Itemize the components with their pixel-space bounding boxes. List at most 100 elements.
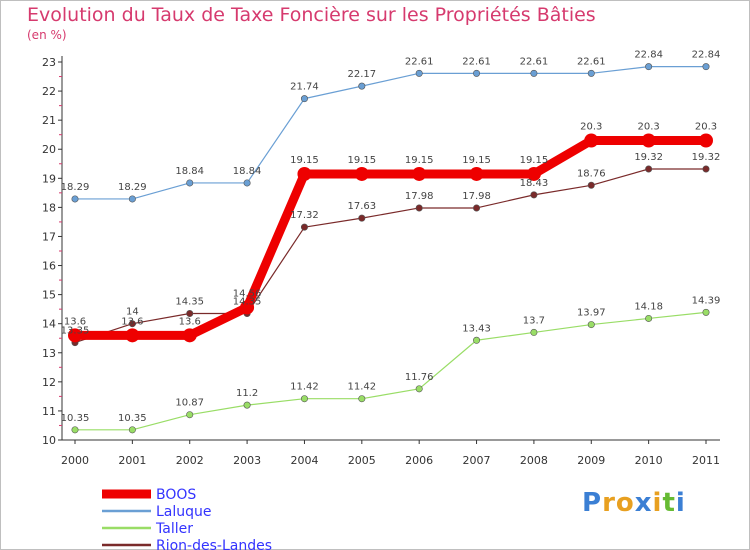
legend-label-rion-des-landes: Rion-des-Landes (156, 538, 272, 550)
legend-label-taller: Taller (155, 521, 193, 537)
data-point-boos (125, 328, 140, 343)
data-label-boos: 20.3 (580, 122, 602, 133)
data-label-laluque: 22.84 (634, 50, 663, 61)
data-point-taller (300, 395, 308, 403)
data-point-rion-des-landes (645, 165, 653, 173)
data-label-taller: 11.2 (236, 388, 258, 399)
data-label-laluque: 22.61 (577, 56, 606, 67)
data-point-taller (186, 411, 194, 419)
data-label-taller: 11.42 (290, 382, 319, 393)
data-point-rion-des-landes (415, 204, 423, 212)
data-point-taller (473, 336, 481, 344)
logo-letter: o (615, 488, 635, 518)
data-point-boos (412, 166, 427, 181)
data-point-rion-des-landes (530, 191, 538, 199)
data-labels: 10.35 10.35 10.87 11.2 11.42 11.42 11.76 13.43 1… (61, 50, 721, 424)
data-point-laluque (702, 63, 710, 71)
data-label-taller: 10.35 (118, 413, 147, 424)
data-label-rion-des-landes: 17.32 (290, 210, 319, 221)
x-tick-label: 2001 (118, 454, 146, 467)
series-line-boos (70, 136, 711, 340)
logo-letter: t (662, 488, 676, 518)
y-tick-label: 21 (42, 114, 56, 127)
legend-label-laluque: Laluque (156, 504, 212, 520)
data-label-boos: 19.15 (462, 155, 491, 166)
data-label-taller: 11.42 (347, 382, 376, 393)
data-label-rion-des-landes: 18.43 (520, 178, 549, 189)
data-label-boos: 13.6 (64, 316, 86, 327)
data-point-laluque (358, 82, 366, 90)
data-label-boos: 19.15 (290, 155, 319, 166)
data-point-rion-des-landes (300, 223, 308, 231)
data-point-taller (71, 426, 79, 434)
data-point-boos (469, 166, 484, 181)
data-label-rion-des-landes: 14.35 (233, 297, 262, 308)
data-label-rion-des-landes: 18.76 (577, 168, 606, 179)
data-point-boos (584, 133, 599, 148)
data-point-boos (526, 166, 541, 181)
x-tick-label: 2002 (176, 454, 204, 467)
data-label-boos: 13.6 (121, 316, 143, 327)
data-label-taller: 13.97 (577, 308, 606, 319)
series-line-laluque (74, 66, 707, 200)
data-point-taller (243, 401, 251, 409)
data-label-rion-des-landes: 13.35 (61, 326, 90, 337)
data-point-boos (699, 133, 713, 148)
data-label-boos: 20.3 (638, 122, 660, 133)
x-tick-label: 2004 (290, 454, 318, 467)
data-label-rion-des-landes: 19.32 (634, 152, 663, 163)
y-tick-label: 14 (42, 318, 56, 331)
data-label-taller: 11.76 (405, 372, 434, 383)
data-label-taller: 13.43 (462, 323, 491, 334)
data-label-taller: 14.18 (634, 301, 663, 312)
data-point-boos (354, 166, 369, 181)
proxiti-logo: Proxiti (582, 488, 686, 518)
logo-letter: i (675, 488, 686, 518)
y-tick-label: 13 (42, 347, 56, 360)
data-label-rion-des-landes: 17.63 (347, 201, 376, 212)
data-point-taller (128, 426, 136, 434)
y-tick-label: 12 (42, 376, 56, 389)
data-point-laluque (71, 195, 79, 203)
data-point-laluque (128, 195, 136, 203)
x-tick-label: 2003 (233, 454, 261, 467)
data-point-boos (297, 166, 312, 181)
data-label-taller: 14.39 (692, 295, 721, 306)
data-point-taller (358, 395, 366, 403)
y-tick-label: 23 (42, 56, 56, 69)
data-label-laluque: 21.74 (290, 82, 319, 93)
y-tick-label: 15 (42, 289, 56, 302)
data-label-boos: 19.15 (347, 155, 376, 166)
y-tick-label: 16 (42, 260, 56, 273)
data-label-boos: 14.56 (233, 288, 262, 299)
y-tick-label: 22 (42, 85, 56, 98)
y-tick-label: 20 (42, 143, 56, 156)
data-label-boos: 19.15 (405, 155, 434, 166)
x-tick-label: 2011 (692, 454, 720, 467)
data-label-laluque: 18.29 (118, 182, 147, 193)
data-label-rion-des-landes: 14 (126, 307, 139, 318)
data-point-boos (240, 300, 255, 315)
data-point-rion-des-landes (587, 181, 595, 189)
data-point-boos (641, 133, 656, 148)
data-label-laluque: 18.84 (233, 166, 262, 177)
data-point-rion-des-landes (186, 310, 194, 318)
logo-letter: i (652, 488, 663, 518)
data-point-rion-des-landes (358, 214, 366, 222)
data-label-laluque: 22.61 (520, 56, 549, 67)
logo-letter: x (634, 488, 653, 518)
data-point-rion-des-landes (702, 165, 710, 173)
data-point-laluque (243, 179, 251, 187)
data-label-boos: 13.6 (179, 316, 201, 327)
data-label-taller: 13.7 (523, 315, 545, 326)
data-label-laluque: 22.61 (405, 56, 434, 67)
x-tick-label: 2006 (405, 454, 433, 467)
data-point-rion-des-landes (128, 320, 136, 328)
data-point-rion-des-landes (473, 204, 481, 212)
data-point-taller (702, 308, 710, 316)
data-label-rion-des-landes: 17.98 (462, 191, 491, 202)
data-point-laluque (587, 69, 595, 77)
data-point-laluque (186, 179, 194, 187)
